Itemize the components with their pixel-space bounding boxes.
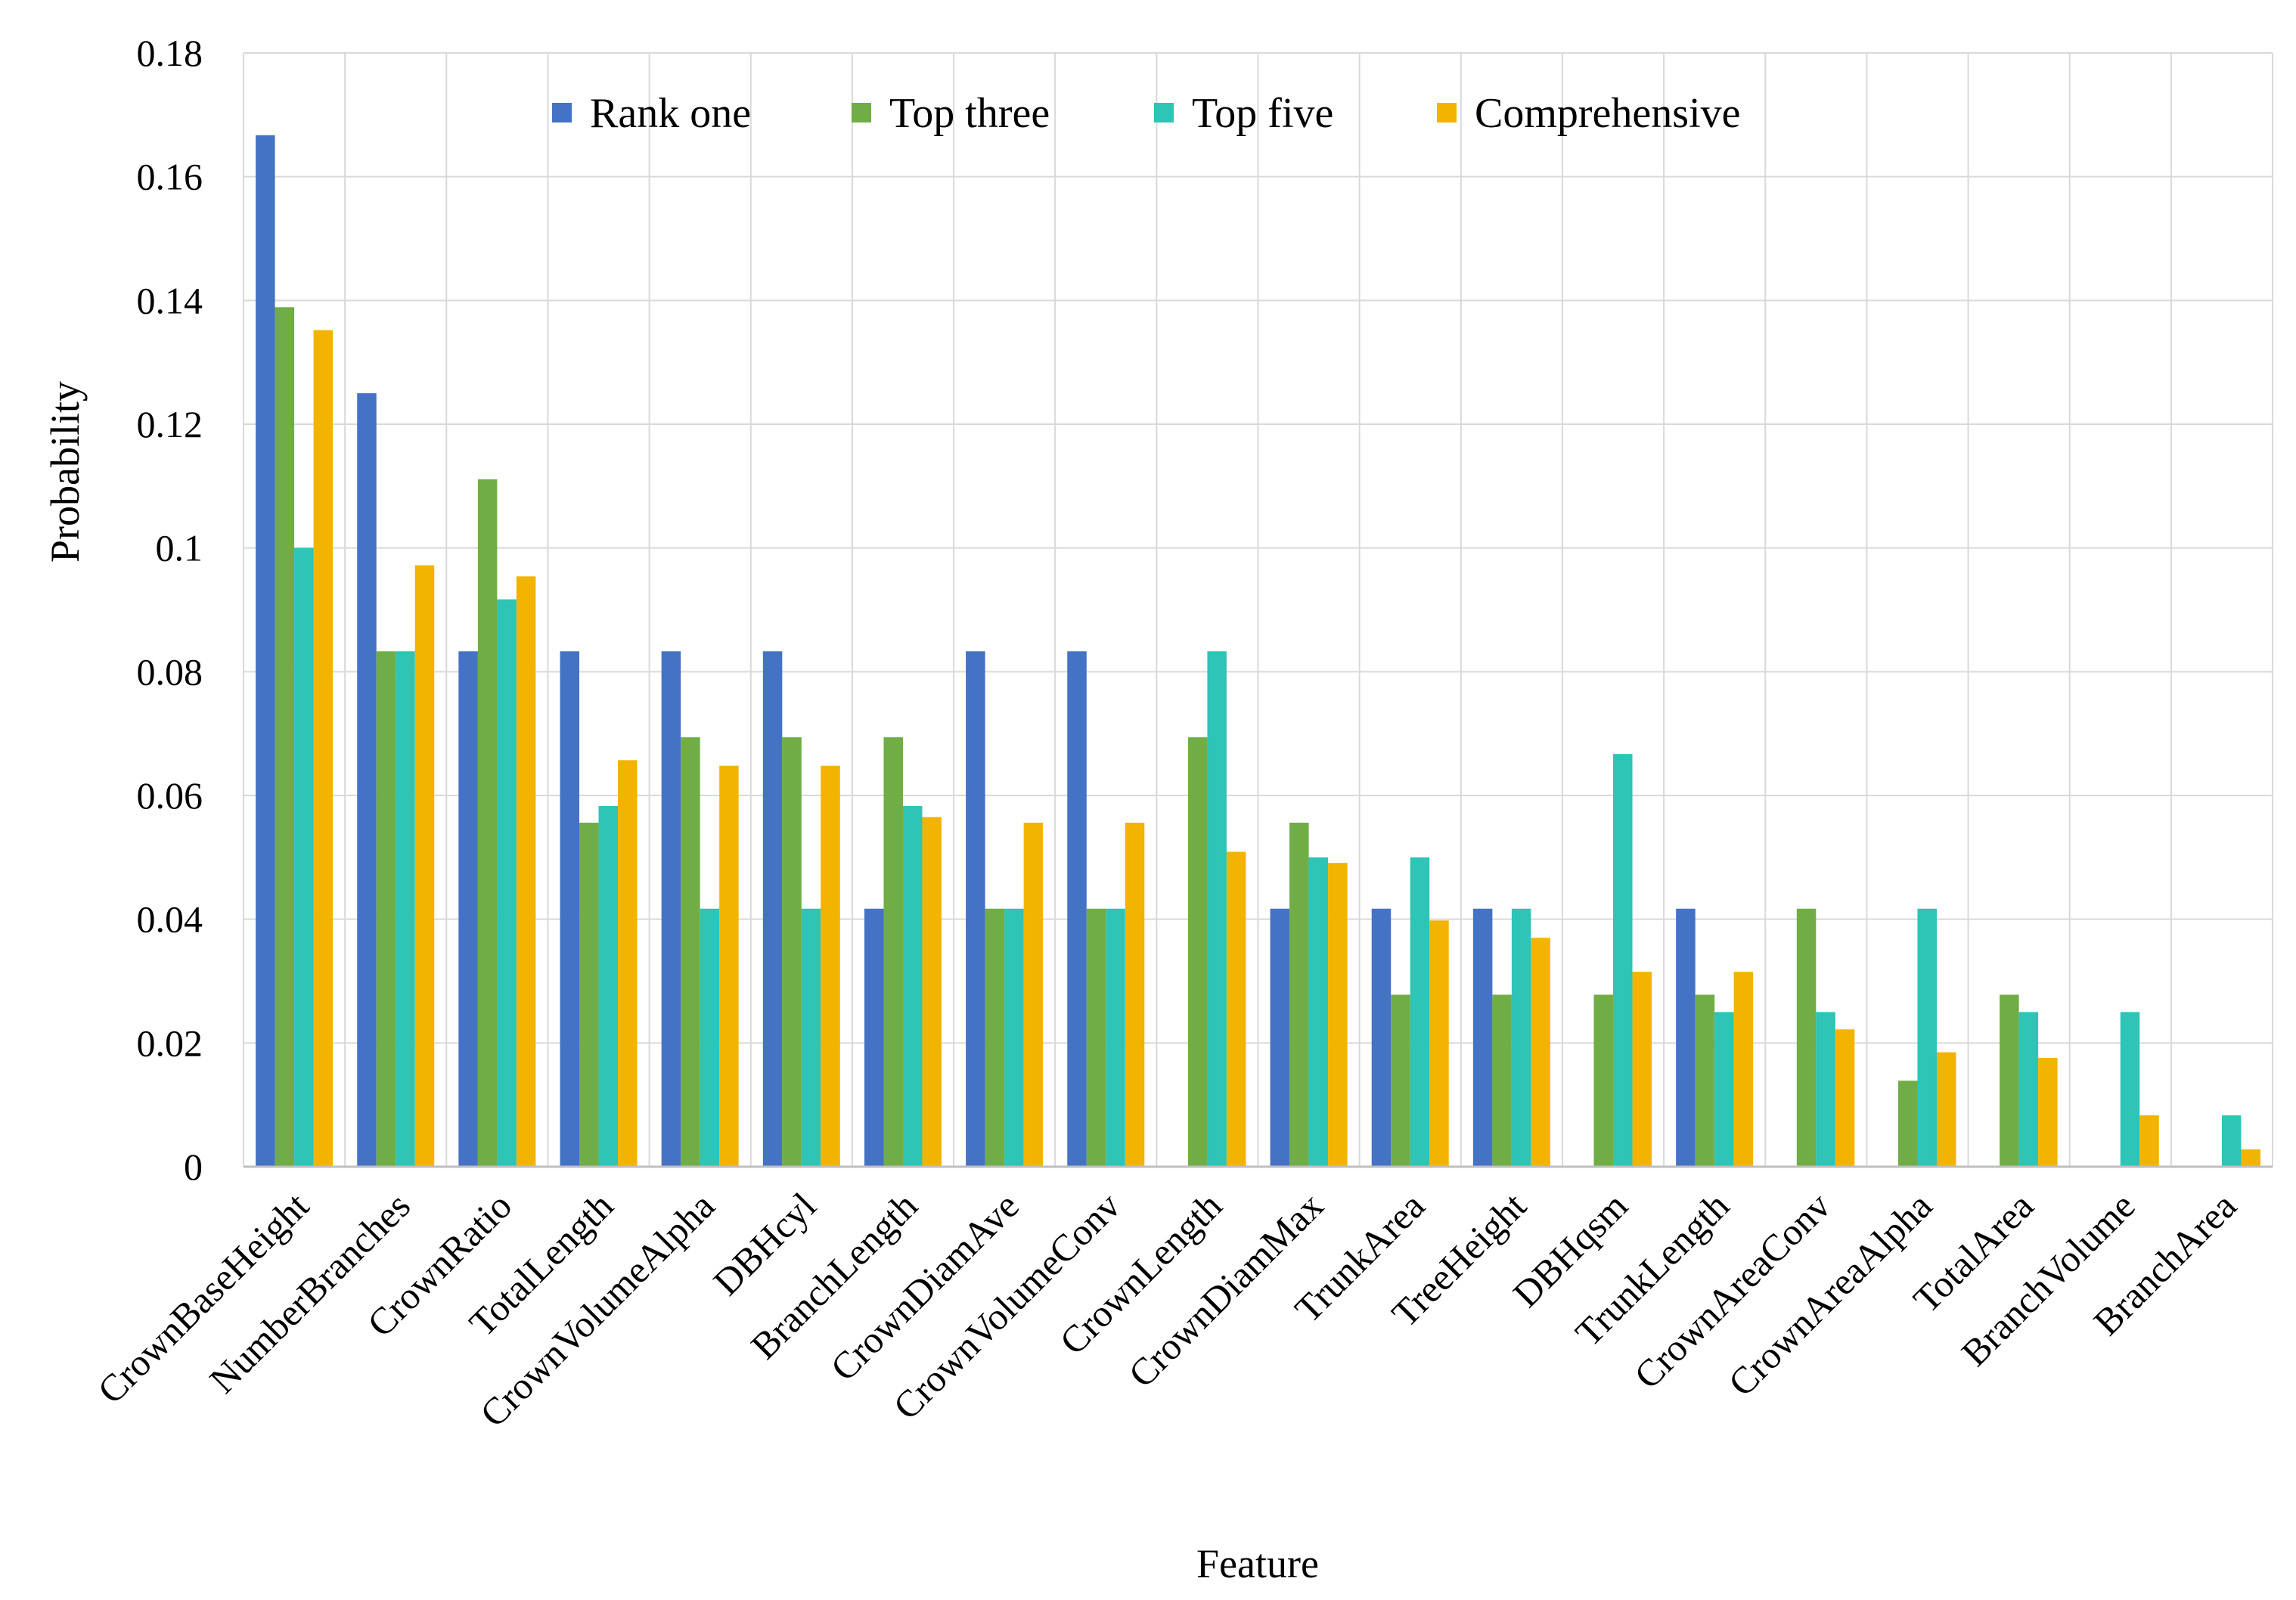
bar-comprehensive bbox=[821, 765, 840, 1167]
legend-label: Rank one bbox=[590, 90, 751, 137]
bar-top-five bbox=[497, 599, 517, 1167]
bar-top-three bbox=[376, 651, 396, 1167]
legend-swatch bbox=[1437, 103, 1457, 122]
bar-top-five bbox=[396, 651, 415, 1167]
legend-label: Comprehensive bbox=[1475, 90, 1740, 137]
bar-top-three bbox=[883, 737, 903, 1167]
bar-comprehensive bbox=[1429, 920, 1449, 1167]
bar-top-three bbox=[579, 823, 599, 1167]
bar-top-three bbox=[1593, 994, 1614, 1167]
bar-top-five bbox=[1308, 857, 1329, 1167]
y-tick-label: 0.12 bbox=[137, 403, 203, 445]
bar-rank-one bbox=[1371, 908, 1392, 1167]
bar-rank-one bbox=[864, 908, 884, 1167]
bar-top-five bbox=[700, 908, 720, 1167]
legend-swatch bbox=[852, 103, 871, 122]
bar-top-five bbox=[598, 805, 619, 1167]
bar-comprehensive bbox=[1226, 851, 1246, 1167]
legend-label: Top five bbox=[1192, 90, 1333, 137]
bar-top-five bbox=[1613, 754, 1633, 1167]
bar-comprehensive bbox=[1733, 972, 1754, 1167]
y-tick-label: 0.04 bbox=[137, 898, 203, 941]
bar-rank-one bbox=[1270, 908, 1290, 1167]
y-axis-title: Probability bbox=[42, 381, 88, 563]
gridlines bbox=[243, 52, 2273, 1167]
bar-comprehensive bbox=[719, 765, 739, 1167]
bar-comprehensive bbox=[922, 817, 942, 1167]
bar-comprehensive bbox=[1125, 823, 1145, 1167]
bar-rank-one bbox=[458, 651, 478, 1167]
bar-top-three bbox=[1289, 823, 1309, 1167]
bar-top-three bbox=[1796, 908, 1817, 1167]
bar-top-five bbox=[1816, 1012, 1835, 1167]
bar-top-three bbox=[782, 737, 802, 1167]
legend-label: Top three bbox=[889, 90, 1050, 137]
bar-rank-one bbox=[256, 135, 275, 1167]
y-tick-label: 0.14 bbox=[137, 279, 203, 321]
bar-top-three bbox=[2000, 994, 2019, 1167]
bar-top-three bbox=[275, 307, 295, 1167]
y-tick-label: 0.18 bbox=[137, 32, 203, 74]
bar-rank-one bbox=[661, 651, 681, 1167]
y-axis-ticks: 0 0.02 0.04 0.06 0.08 0.1 0.12 0.14 0.16 0.18 bbox=[137, 32, 203, 1188]
bar-rank-one bbox=[966, 651, 985, 1167]
bar-top-five bbox=[2120, 1012, 2140, 1167]
bar-rank-one bbox=[1676, 908, 1696, 1167]
bar-comprehensive bbox=[618, 760, 638, 1167]
y-tick-label: 0.16 bbox=[137, 156, 203, 198]
bar-comprehensive bbox=[414, 565, 435, 1167]
bar-comprehensive bbox=[2241, 1149, 2260, 1167]
bar-top-five bbox=[294, 547, 314, 1167]
bar-top-three bbox=[1695, 994, 1715, 1167]
bar-top-five bbox=[902, 805, 923, 1167]
bar-top-three bbox=[1391, 994, 1410, 1167]
bar-top-five bbox=[2221, 1115, 2242, 1167]
bar-rank-one bbox=[357, 393, 377, 1167]
bar-comprehensive bbox=[1328, 863, 1348, 1167]
bar-comprehensive bbox=[313, 330, 334, 1167]
legend-swatch bbox=[1154, 103, 1174, 122]
y-tick-label: 0.1 bbox=[156, 527, 203, 569]
bar-top-five bbox=[1714, 1012, 1734, 1167]
bar-top-three bbox=[1086, 908, 1106, 1167]
bar-top-five bbox=[1106, 908, 1125, 1167]
bar-rank-one bbox=[762, 651, 783, 1167]
bars bbox=[256, 135, 2260, 1167]
y-tick-label: 0 bbox=[184, 1146, 203, 1188]
bar-top-three bbox=[985, 908, 1005, 1167]
legend-swatch bbox=[552, 103, 572, 122]
bar-comprehensive bbox=[1023, 823, 1044, 1167]
bar-rank-one bbox=[560, 651, 580, 1167]
bar-rank-one bbox=[1067, 651, 1087, 1167]
bar-comprehensive bbox=[1632, 972, 1652, 1167]
bar-top-five bbox=[1917, 908, 1937, 1167]
bar-top-three bbox=[681, 737, 700, 1167]
x-category-label: BranchVolume bbox=[1953, 1184, 2143, 1374]
y-tick-label: 0.02 bbox=[137, 1022, 203, 1064]
bar-top-five bbox=[1207, 651, 1227, 1167]
x-axis-categories: CrownBaseHeightNumberBranchesCrownRatioT… bbox=[89, 1184, 2245, 1435]
y-tick-label: 0.06 bbox=[137, 774, 203, 817]
bar-top-three bbox=[1187, 737, 1208, 1167]
bar-top-three bbox=[1897, 1081, 1918, 1167]
y-tick-label: 0.08 bbox=[137, 650, 203, 693]
bar-top-five bbox=[801, 908, 821, 1167]
bar-comprehensive bbox=[1936, 1052, 1956, 1167]
bar-comprehensive bbox=[2139, 1115, 2159, 1167]
bar-top-five bbox=[1004, 908, 1024, 1167]
bar-comprehensive bbox=[2038, 1057, 2058, 1167]
bar-top-three bbox=[477, 479, 498, 1167]
x-axis-title: Feature bbox=[1196, 1541, 1319, 1586]
bar-top-five bbox=[1511, 908, 1531, 1167]
bar-top-five bbox=[1410, 857, 1430, 1167]
bar-comprehensive bbox=[516, 576, 536, 1167]
bar-comprehensive bbox=[1835, 1029, 1855, 1167]
bar-top-three bbox=[1492, 994, 1512, 1167]
bar-top-five bbox=[2018, 1012, 2039, 1167]
bar-rank-one bbox=[1472, 908, 1493, 1167]
bar-comprehensive bbox=[1531, 938, 1550, 1167]
legend: Rank one Top three Top five Comprehensive bbox=[552, 90, 1740, 137]
